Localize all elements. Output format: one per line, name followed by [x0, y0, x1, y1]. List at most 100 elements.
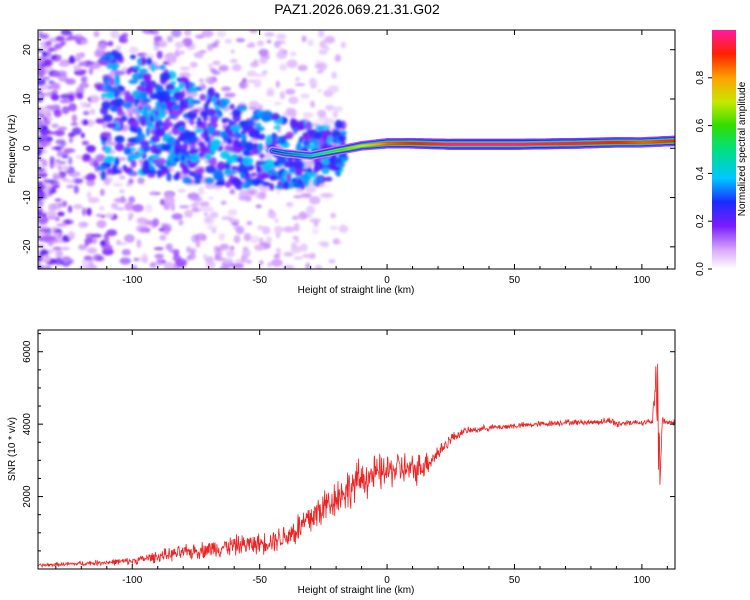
spectrogram-noise-blob [96, 220, 107, 229]
spectrogram-noise-blob [156, 257, 163, 267]
spectrogram-noise-blob [332, 238, 340, 245]
spectrogram-noise-blob [266, 39, 272, 44]
spectrogram-noise-blob [38, 226, 48, 230]
spectrogram-noise-blob [128, 46, 139, 54]
spectrogram-noise-blob [67, 231, 76, 240]
spectrogram-noise-blob [55, 35, 65, 42]
spectrogram-noise-blob [86, 119, 95, 127]
spectrogram-noise-blob [319, 40, 327, 49]
spectrogram-band-blob [200, 110, 208, 118]
snr-x-tick-label: 100 [634, 575, 651, 586]
spectrogram-noise-blob [73, 185, 80, 194]
spectrogram-noise-blob [253, 78, 262, 88]
spectrogram-noise-blob [224, 38, 233, 44]
spectrogram-noise-blob [91, 233, 102, 238]
spectrogram-band-blob [223, 168, 233, 176]
spectrogram-noise-blob [53, 45, 58, 52]
spectrogram-band-blob [239, 171, 245, 178]
spectrogram-noise-blob [308, 80, 319, 85]
spectrogram-band-blob [275, 175, 280, 181]
spectrogram-band-blob [160, 103, 167, 111]
spectrogram-noise-blob [38, 87, 45, 91]
spectrogram-band-blob [194, 128, 204, 134]
spectrogram-noise-blob [68, 56, 76, 64]
spectrogram-noise-blob [85, 145, 96, 153]
spectrogram-noise-blob [110, 30, 120, 39]
spectrogram-band-blob [203, 129, 209, 139]
spectrogram-noise-blob [142, 30, 154, 34]
spectrogram-noise-blob [231, 263, 244, 269]
spectrogram-noise-blob [300, 93, 310, 99]
spectrogram-noise-blob [208, 196, 215, 200]
spectrogram-noise-blob [118, 36, 129, 44]
spectrogram-band-blob [251, 177, 261, 187]
spectrogram-noise-blob [293, 195, 303, 199]
spectrogram-noise-blob [273, 40, 281, 49]
spectrogram-noise-blob [291, 215, 299, 220]
spectrogram-band-blob [249, 129, 260, 139]
spectrogram-noise-blob [121, 32, 129, 38]
spectrogram-band-blob [252, 147, 259, 155]
spectrogram-band-blob [191, 99, 201, 105]
spectrogram-band-blob [216, 161, 226, 171]
spectrogram-noise-blob [278, 48, 286, 55]
spectrogram-noise-blob [92, 254, 103, 262]
spectrogram-band-blob [125, 142, 135, 147]
spectrogram-noise-blob [38, 56, 46, 64]
spectrogram-y-label: Frequency (Hz) [7, 115, 18, 184]
spectrogram-band-blob [176, 148, 187, 156]
spectrogram-noise-blob [96, 213, 103, 218]
spectrogram-band-blob [102, 114, 113, 123]
spectrogram-noise-blob [44, 69, 49, 75]
spectrogram-noise-blob [59, 99, 72, 104]
spectrogram-frame [37, 29, 676, 270]
spectrogram-noise-blob [81, 140, 90, 146]
spectrogram-noise-blob [293, 256, 304, 260]
spectrogram-noise-blob [286, 201, 294, 208]
spectrogram-noise-blob [224, 92, 236, 98]
spectrogram-noise-blob [38, 118, 43, 126]
spectrogram-y-tick-label: 10 [22, 93, 33, 105]
spectrogram-band-blob [168, 115, 178, 120]
colorbar-label: Normalized spectral amplitude [737, 81, 748, 216]
spectrogram-noise-blob [159, 234, 167, 241]
spectrogram-band-blob [270, 112, 281, 121]
spectrogram-noise-blob [68, 136, 74, 144]
spectrogram-band-blob [176, 77, 181, 82]
spectrogram-y-tick-label: -10 [22, 190, 33, 205]
spectrogram-noise-blob [89, 174, 97, 180]
spectrogram-band-blob [100, 170, 107, 181]
spectrogram-noise-blob [65, 78, 76, 85]
spectrogram-band-blob [256, 165, 262, 174]
spectrogram-band-blob [314, 139, 320, 147]
spectrogram-noise-blob [307, 39, 314, 47]
spectrogram-noise-blob [208, 63, 214, 70]
spectrogram-noise-blob [41, 51, 48, 58]
spectrogram-noise-blob [235, 226, 245, 235]
spectrogram-noise-blob [100, 188, 105, 197]
spectrogram-band-blob [129, 120, 140, 127]
spectrogram-noise-blob [256, 40, 265, 47]
spectrogram-band-blob [104, 155, 116, 163]
spectrogram-noise-blob [317, 89, 322, 93]
spectrogram-noise-blob [286, 107, 296, 114]
spectrogram-noise-blob [115, 207, 125, 211]
spectrogram-noise-blob [275, 248, 281, 253]
spectrogram-band-blob [340, 130, 347, 137]
spectrogram-noise-blob [38, 68, 46, 77]
colorbar-tick-label: 0.6 [695, 118, 706, 132]
spectrogram-noise-blob [238, 81, 249, 89]
spectrogram-noise-blob [57, 211, 65, 217]
colorbar-tick-label: 0.4 [695, 166, 706, 180]
spectrogram-band-blob [229, 103, 235, 110]
spectrogram-band-blob [140, 109, 147, 114]
spectrogram-noise-blob [279, 63, 288, 71]
spectrogram-noise-blob [100, 240, 107, 247]
spectrogram-noise-blob [82, 110, 90, 116]
spectrogram-noise-blob [201, 30, 214, 38]
spectrogram-band-blob [286, 172, 292, 183]
spectrogram-noise-blob [45, 111, 52, 118]
spectrogram-noise-blob [73, 66, 82, 71]
spectrogram-band-blob [146, 57, 153, 66]
spectrogram-band-blob [276, 155, 287, 165]
